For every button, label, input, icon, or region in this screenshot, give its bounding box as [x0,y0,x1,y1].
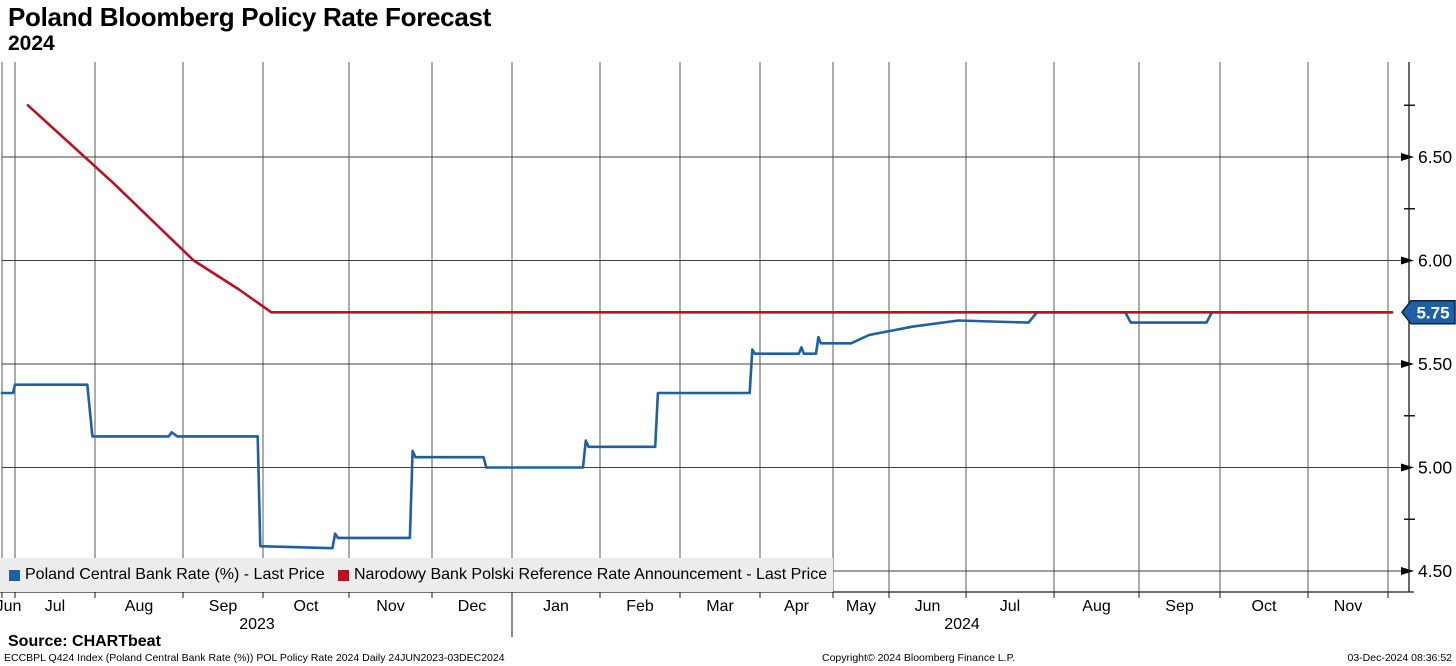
legend-item-central-bank-rate: Poland Central Bank Rate (%) - Last Pric… [9,558,325,592]
x-month-label: Aug [1082,598,1110,615]
series-nbp-reference-rate [26,104,1394,314]
ticker-info-line: ECCBPL Q424 Index (Poland Central Bank R… [4,652,505,664]
y-axis-label: 5.50 [1418,354,1452,374]
x-month-label: Jul [1000,598,1020,615]
source-label: Source: CHARTbeat [8,633,161,650]
y-axis-label: 5.00 [1418,458,1452,478]
timestamp: 03-Dec-2024 08:36:52 [1347,652,1453,664]
x-month-label: Sep [1165,598,1194,615]
x-month-label: Jul [45,598,65,615]
red-series-swatch-icon [338,569,349,581]
x-year-label: 2023 [239,616,275,633]
blue-series-swatch-icon [9,569,20,581]
last-price-tag [1401,300,1456,325]
y-tick-arrow-icon [1401,256,1414,265]
series-poland-central-bank-rate [0,311,1394,550]
y-tick-arrow-icon [1401,567,1414,575]
x-year-label: 2024 [944,616,980,633]
y-axis-label: 6.00 [1418,251,1452,271]
y-tick-arrow-icon [1401,360,1414,368]
y-axis-label: 4.50 [1418,561,1452,581]
legend-label: Narodowy Bank Polski Reference Rate Anno… [354,566,828,583]
chart-legend: Poland Central Bank Rate (%) - Last Pric… [0,558,833,592]
chart-subtitle: 2024 [8,32,55,55]
x-month-label: Dec [458,598,486,615]
legend-label: Poland Central Bank Rate (%) - Last Pric… [25,566,325,583]
x-month-label: May [846,598,876,615]
x-month-label: Sep [209,598,238,615]
y-tick-arrow-icon [1401,463,1414,472]
x-month-label: Aug [125,598,153,615]
copyright-notice: Copyright© 2024 Bloomberg Finance L.P. [822,652,1016,664]
x-month-label: Feb [626,598,654,615]
x-month-label: Mar [706,598,734,615]
x-month-label: Oct [1252,598,1277,615]
x-month-label: Apr [784,598,810,615]
last-price-label: 5.75 [1416,303,1449,322]
x-month-label: Jan [543,598,569,615]
legend-item-nbp-reference-rate: Narodowy Bank Polski Reference Rate Anno… [338,558,827,592]
x-month-label: Nov [1334,598,1362,615]
chart-title: Poland Bloomberg Policy Rate Forecast [8,2,492,32]
x-month-label: Nov [376,598,404,615]
x-month-label: Oct [294,598,319,615]
x-month-label: Jun [915,598,941,615]
y-axis-label: 6.50 [1418,147,1452,167]
y-tick-arrow-icon [1401,153,1414,161]
x-month-label: Jun [0,598,21,615]
